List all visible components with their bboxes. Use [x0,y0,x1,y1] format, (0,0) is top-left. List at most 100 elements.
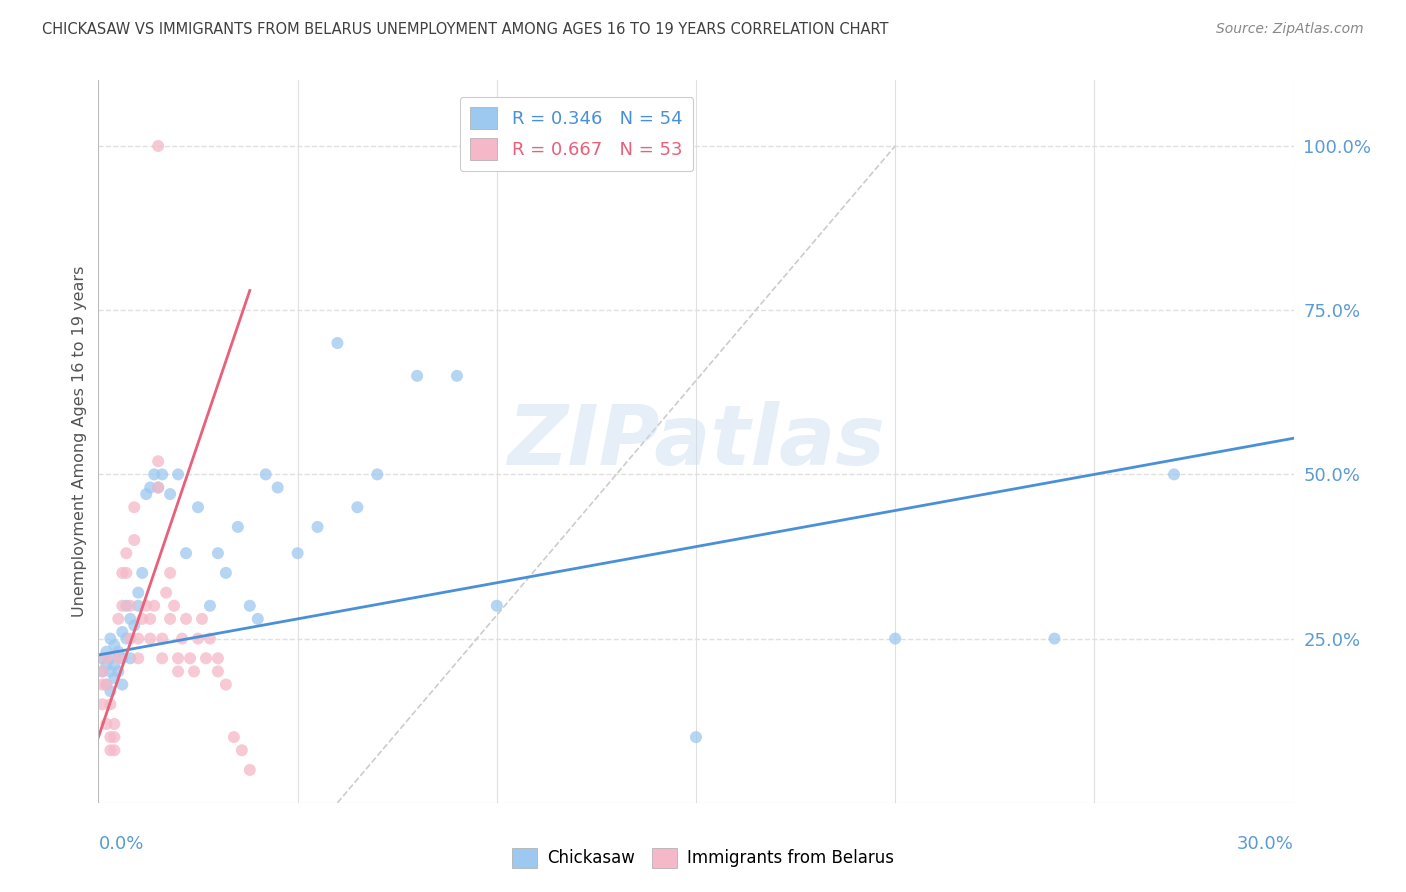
Point [148,454,170,468]
Point [198,632,221,646]
Point [884,632,907,646]
Point [98,684,122,698]
Point [150,651,173,665]
Point [159,612,181,626]
Point [98,632,122,646]
Point [143,467,166,482]
Point [198,599,221,613]
Point [120,599,142,613]
Point [135,599,157,613]
Point [96,677,118,691]
Legend: R = 0.346   N = 54, R = 0.667   N = 53: R = 0.346 N = 54, R = 0.667 N = 53 [460,96,693,171]
Point [111,599,134,613]
Point [91,665,114,679]
Point [139,612,162,626]
Point [124,500,146,515]
Point [287,546,309,560]
Point [143,599,166,613]
Point [103,743,125,757]
Text: CHICKASAW VS IMMIGRANTS FROM BELARUS UNEMPLOYMENT AMONG AGES 16 TO 19 YEARS CORR: CHICKASAW VS IMMIGRANTS FROM BELARUS UNE… [42,22,889,37]
Point [167,651,190,665]
Point [239,763,262,777]
Point [446,368,468,383]
Point [98,730,122,744]
Point [307,520,329,534]
Point [163,599,186,613]
Point [103,657,125,672]
Point [150,632,173,646]
Point [174,546,197,560]
Point [96,657,118,672]
Point [124,533,146,547]
Point [124,618,146,632]
Point [103,717,125,731]
Point [139,632,162,646]
Point [120,632,142,646]
Point [155,585,177,599]
Text: 30.0%: 30.0% [1237,835,1294,853]
Point [131,566,153,580]
Point [98,665,122,679]
Point [167,665,190,679]
Point [207,665,229,679]
Point [103,671,125,685]
Point [1043,632,1066,646]
Point [239,599,262,613]
Point [96,645,118,659]
Point [91,665,114,679]
Point [107,645,129,659]
Point [115,546,138,560]
Point [183,665,205,679]
Point [207,546,229,560]
Point [127,632,149,646]
Text: ZIPatlas: ZIPatlas [508,401,884,482]
Point [187,632,209,646]
Point [167,467,190,482]
Point [139,481,162,495]
Point [127,599,149,613]
Point [107,665,129,679]
Point [215,566,238,580]
Point [91,677,114,691]
Point [111,566,134,580]
Point [91,698,114,712]
Point [98,743,122,757]
Point [96,651,118,665]
Point [254,467,277,482]
Point [148,481,170,495]
Legend: Chickasaw, Immigrants from Belarus: Chickasaw, Immigrants from Belarus [506,841,900,875]
Point [115,599,138,613]
Point [103,730,125,744]
Point [159,566,181,580]
Point [1163,467,1185,482]
Y-axis label: Unemployment Among Ages 16 to 19 years: Unemployment Among Ages 16 to 19 years [72,266,87,617]
Point [150,467,173,482]
Point [96,717,118,731]
Point [215,677,238,691]
Point [226,520,249,534]
Point [195,651,218,665]
Point [107,612,129,626]
Point [346,500,368,515]
Point [207,651,229,665]
Point [127,651,149,665]
Point [96,677,118,691]
Point [159,487,181,501]
Point [111,625,134,640]
Point [131,612,153,626]
Point [172,632,194,646]
Point [148,139,170,153]
Point [111,651,134,665]
Point [115,566,138,580]
Point [174,612,197,626]
Point [191,612,214,626]
Point [120,612,142,626]
Point [187,500,209,515]
Point [246,612,269,626]
Point [107,651,129,665]
Point [127,585,149,599]
Point [685,730,707,744]
Point [326,336,349,351]
Point [179,651,201,665]
Point [406,368,429,383]
